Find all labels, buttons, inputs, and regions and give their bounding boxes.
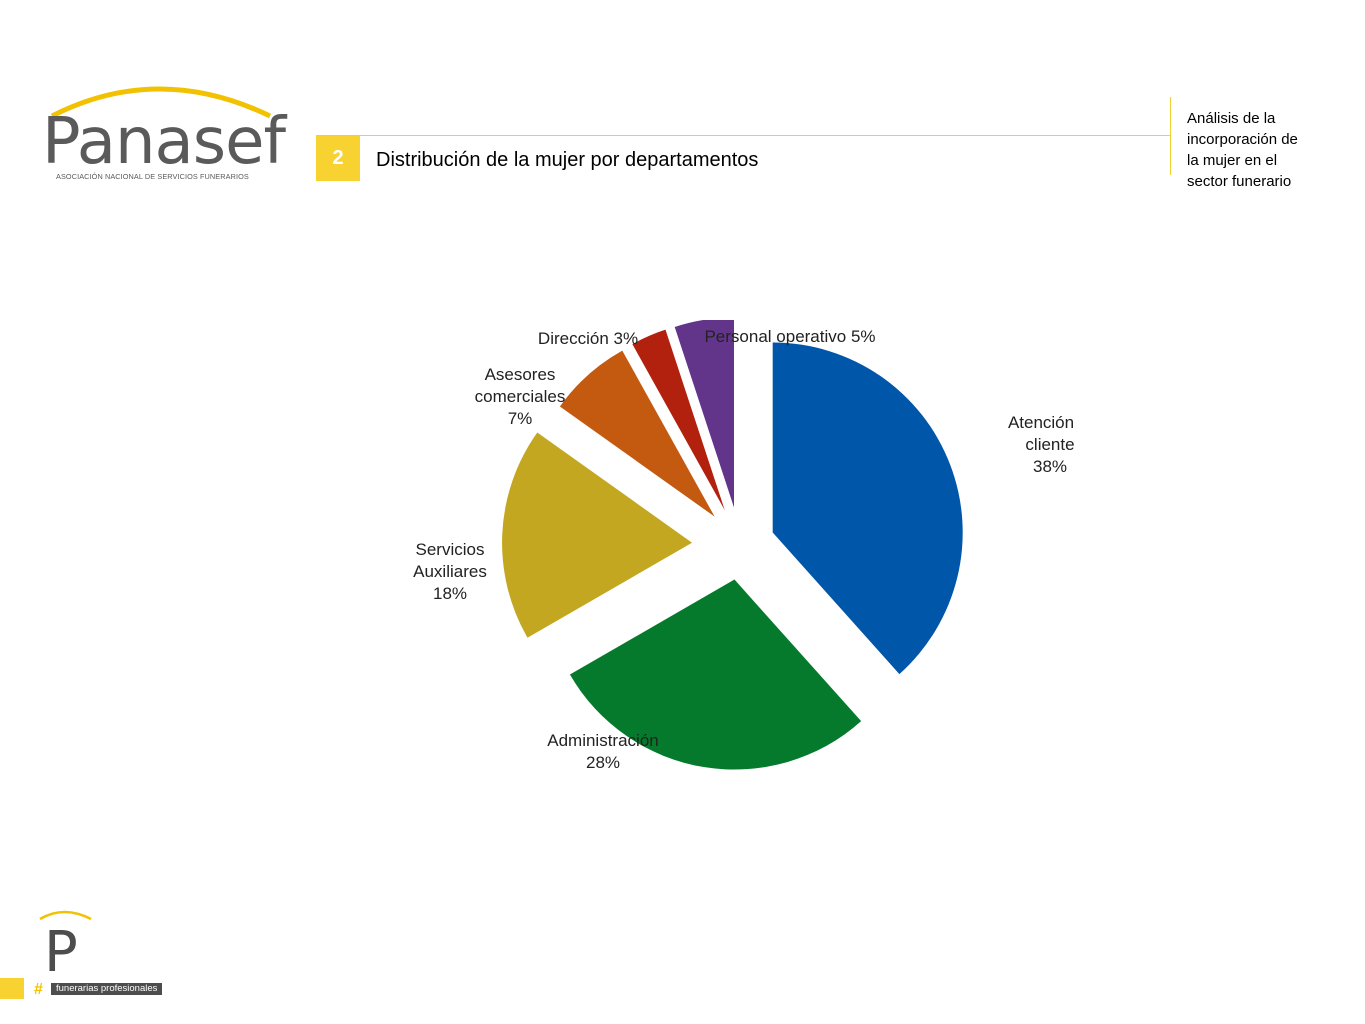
logo-tagline: ASOCIACIÓN NACIONAL DE SERVICIOS FUNERAR… — [56, 172, 249, 181]
side-note: Análisis de la incorporación de la mujer… — [1187, 108, 1327, 192]
side-divider — [1170, 97, 1171, 175]
slice-label: Atención al cliente 38% — [1008, 413, 1075, 476]
slice-label: Asesores comerciales 7% — [475, 365, 566, 428]
side-note-line: sector funerario — [1187, 173, 1292, 190]
logo-wordmark: Panasef — [42, 105, 286, 179]
pie-slice — [502, 432, 693, 638]
page-title: Distribución de la mujer por departament… — [376, 149, 759, 171]
slice-label-line: 7% — [508, 409, 533, 428]
slice-label: Servicios Auxiliares 18% — [413, 540, 487, 603]
slice-label-line: Administración — [547, 731, 659, 750]
panasef-logo: Panasef ASOCIACIÓN NACIONAL DE SERVICIOS… — [38, 72, 288, 188]
pie-slice — [569, 579, 862, 770]
pie-slice — [559, 350, 715, 517]
slice-label: Administración 28% — [547, 731, 659, 772]
slice-label-line: Dirección 3% — [538, 329, 638, 348]
slice-label-line: Asesores — [485, 365, 556, 384]
slice-label: Personal operativo 5% — [704, 327, 875, 346]
slice-label-line: cliente — [1025, 435, 1074, 454]
footer-hashtag: # — [34, 981, 43, 998]
slice-label-line: 38% — [1033, 457, 1067, 476]
footer-tagline: funerarias profesionales — [51, 983, 163, 995]
slice-label-line: 28% — [586, 753, 620, 772]
title-rule — [316, 135, 1171, 136]
side-note-line: incorporación de — [1187, 131, 1298, 148]
pie-slice — [674, 320, 734, 508]
logo-arc-icon — [50, 86, 272, 119]
slice-label-line: Servicios — [416, 540, 485, 559]
pie-slice — [632, 329, 725, 511]
side-note-line: Análisis de la — [1187, 110, 1276, 127]
side-note-line: la mujer en el — [1187, 152, 1278, 169]
footer-logo: P # funerarias profesionales — [0, 905, 180, 1015]
slice-label: Dirección 3% — [538, 329, 638, 348]
slice-label-line: comerciales — [475, 387, 566, 406]
section-number-badge: 2 — [316, 136, 360, 181]
pie-slice — [772, 342, 963, 675]
footer-accent-square — [0, 978, 24, 999]
slice-label-line: Auxiliares — [413, 562, 487, 581]
footer-logo-letter: P — [44, 920, 78, 977]
slice-label-line: Personal operativo 5% — [704, 327, 875, 346]
footer-p-icon: P — [39, 910, 92, 977]
pie-chart: Atención al cliente 38% Administración 28% Se… — [413, 320, 1075, 772]
slice-label-line: 18% — [433, 584, 467, 603]
slice-label-line: Atención al — [1008, 413, 1075, 432]
